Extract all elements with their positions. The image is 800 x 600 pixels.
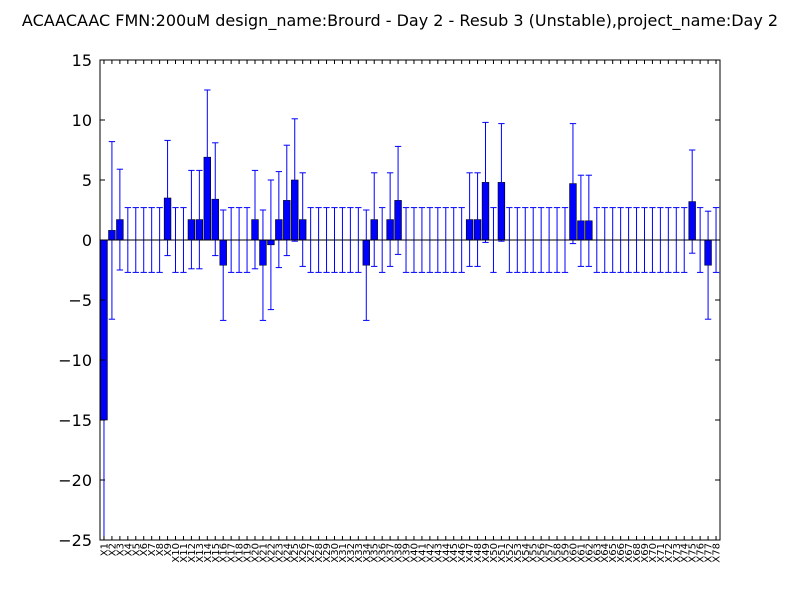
x-tick-label: X36 (378, 543, 389, 563)
x-tick-label: X37 (386, 543, 397, 563)
x-tick-label: X45 (449, 543, 460, 563)
x-tick-label: X71 (656, 543, 667, 563)
x-tick-label: X33 (354, 543, 365, 563)
x-tick-label: X63 (592, 543, 603, 563)
x-tick-label: X74 (680, 543, 691, 563)
x-tick-label: X2 (107, 543, 118, 556)
x-tick-label: X42 (425, 543, 436, 563)
x-tick-label: X23 (274, 543, 285, 563)
x-tick-label: X56 (537, 543, 548, 563)
x-tick-label: X64 (600, 543, 611, 563)
x-tick-label: X67 (624, 543, 635, 563)
y-tick-label: 5 (82, 171, 92, 190)
x-tick-label: X19 (243, 543, 254, 563)
x-tick-label: X60 (568, 543, 579, 563)
x-tick-label: X58 (553, 543, 564, 563)
x-tick-label: X69 (640, 543, 651, 563)
x-tick-label: X50 (489, 543, 500, 563)
y-tick-label: −25 (58, 531, 92, 550)
y-tick-label: 15 (72, 51, 92, 70)
x-tick-label: X75 (688, 543, 699, 563)
x-tick-label: X53 (513, 543, 524, 563)
x-tick-label: X34 (362, 543, 373, 563)
plot-frame (99, 59, 721, 541)
x-tick-label: X62 (584, 543, 595, 563)
x-tick-label: X66 (616, 543, 627, 563)
x-tick-label: X28 (314, 543, 325, 563)
x-tick-label: X44 (441, 543, 452, 563)
x-tick-label: X7 (147, 543, 158, 556)
x-tick-label: X1 (99, 543, 110, 556)
x-tick-label: X46 (457, 543, 468, 563)
x-tick-label: X15 (211, 543, 222, 563)
x-tick-label: X65 (608, 543, 619, 563)
x-tick-label: X61 (576, 543, 587, 563)
chart-title: ACAACAAC FMN:200uM design_name:Brourd - … (22, 11, 778, 31)
x-tick-label: X31 (338, 543, 349, 563)
x-tick-label: X49 (481, 543, 492, 563)
x-tick-label: X47 (465, 543, 476, 563)
x-tick-label: X4 (123, 543, 134, 556)
x-tick-label: X8 (155, 543, 166, 556)
x-tick-label: X39 (402, 543, 413, 563)
axes: −25−20−15−10−5051015X1X2X3X4X5X6X7X8X9X1… (58, 51, 722, 563)
x-tick-label: X57 (545, 543, 556, 563)
x-tick-label: X32 (346, 543, 357, 563)
x-tick-label: X77 (704, 543, 715, 563)
x-tick-label: X29 (322, 543, 333, 563)
y-tick-label: −15 (58, 411, 92, 430)
x-tick-label: X41 (417, 543, 428, 563)
y-tick-label: −5 (68, 291, 92, 310)
plot-area (100, 89, 720, 540)
x-tick-label: X27 (306, 543, 317, 563)
y-tick-label: −20 (58, 471, 92, 490)
x-tick-label: X13 (195, 543, 206, 563)
x-tick-label: X11 (179, 543, 190, 563)
x-tick-label: X51 (497, 543, 508, 563)
x-tick-label: X14 (203, 543, 214, 563)
x-tick-label: X76 (696, 543, 707, 563)
series-group (100, 89, 720, 540)
x-tick-label: X52 (505, 543, 516, 563)
x-tick-label: X9 (163, 543, 174, 556)
x-tick-label: X5 (131, 543, 142, 556)
x-tick-label: X18 (235, 543, 246, 563)
x-tick-label: X43 (433, 543, 444, 563)
x-tick-label: X73 (672, 543, 683, 563)
x-tick-label: X59 (561, 543, 572, 563)
y-tick-label: 10 (72, 111, 92, 130)
x-tick-label: X16 (219, 543, 230, 563)
y-tick-label: −10 (58, 351, 92, 370)
x-tick-label: X25 (290, 543, 301, 563)
x-tick-label: X40 (409, 543, 420, 563)
x-tick-label: X72 (664, 543, 675, 563)
x-tick-label: X26 (298, 543, 309, 563)
x-tick-label: X17 (227, 543, 238, 563)
x-tick-label: X24 (282, 543, 293, 563)
x-tick-label: X10 (171, 543, 182, 563)
x-tick-label: X38 (394, 543, 405, 563)
x-tick-label: X30 (330, 543, 341, 563)
x-tick-label: X22 (266, 543, 277, 563)
x-tick-label: X70 (648, 543, 659, 563)
x-tick-label: X12 (187, 543, 198, 563)
x-tick-label: X35 (370, 543, 381, 563)
x-tick-label: X20 (251, 543, 262, 563)
x-tick-label: X48 (473, 543, 484, 563)
x-tick-label: X55 (529, 543, 540, 563)
x-tick-label: X54 (521, 543, 532, 563)
x-tick-label: X6 (139, 543, 150, 556)
x-tick-label: X68 (632, 543, 643, 563)
x-tick-label: X78 (712, 543, 723, 563)
x-tick-label: X21 (258, 543, 269, 563)
y-tick-label: 0 (82, 231, 92, 250)
x-tick-label: X3 (115, 543, 126, 556)
